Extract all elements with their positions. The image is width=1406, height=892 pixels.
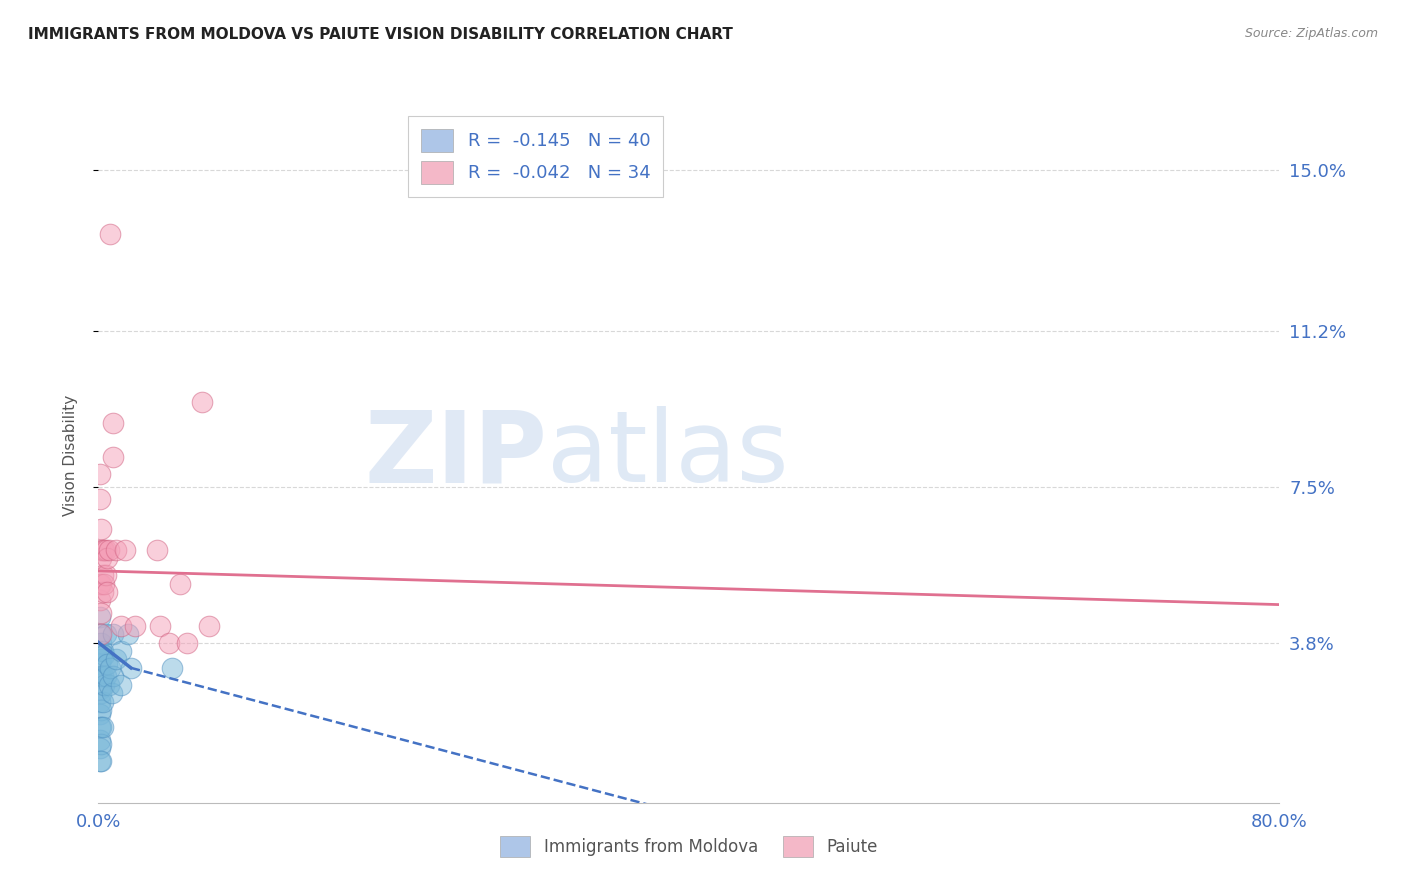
Point bbox=[89, 657, 111, 671]
Point bbox=[89, 741, 111, 756]
Point bbox=[89, 627, 111, 641]
Point bbox=[96, 551, 118, 566]
Point bbox=[100, 686, 122, 700]
Point bbox=[103, 627, 125, 641]
Point bbox=[89, 644, 111, 658]
Point bbox=[91, 695, 114, 709]
Point bbox=[90, 703, 112, 717]
Point bbox=[89, 610, 111, 624]
Point bbox=[89, 754, 111, 768]
Point bbox=[91, 720, 114, 734]
Point bbox=[94, 542, 117, 557]
Point bbox=[198, 618, 221, 632]
Point bbox=[89, 542, 111, 557]
Point bbox=[96, 585, 118, 599]
Point bbox=[89, 707, 111, 722]
Point bbox=[93, 542, 115, 557]
Point bbox=[90, 635, 112, 649]
Point bbox=[162, 661, 183, 675]
Point bbox=[89, 681, 111, 696]
Point bbox=[89, 467, 111, 481]
Point bbox=[191, 395, 214, 409]
Text: atlas: atlas bbox=[547, 407, 789, 503]
Point bbox=[98, 227, 121, 241]
Point bbox=[89, 720, 111, 734]
Point bbox=[124, 618, 146, 632]
Point bbox=[176, 635, 198, 649]
Point bbox=[90, 576, 112, 591]
Point bbox=[91, 568, 114, 582]
Point bbox=[169, 576, 191, 591]
Point bbox=[90, 669, 112, 683]
Text: IMMIGRANTS FROM MOLDOVA VS PAIUTE VISION DISABILITY CORRELATION CHART: IMMIGRANTS FROM MOLDOVA VS PAIUTE VISION… bbox=[28, 27, 733, 42]
Point bbox=[117, 627, 139, 641]
Point bbox=[90, 627, 112, 641]
Point bbox=[90, 686, 112, 700]
Point bbox=[94, 568, 117, 582]
Point bbox=[90, 720, 112, 734]
Text: Source: ZipAtlas.com: Source: ZipAtlas.com bbox=[1244, 27, 1378, 40]
Text: ZIP: ZIP bbox=[364, 407, 547, 503]
Point bbox=[89, 669, 111, 683]
Point bbox=[103, 669, 125, 683]
Point bbox=[91, 542, 114, 557]
Point bbox=[103, 450, 125, 464]
Point bbox=[97, 542, 120, 557]
Point bbox=[89, 732, 111, 747]
Point bbox=[94, 627, 117, 641]
Legend: Immigrants from Moldova, Paiute: Immigrants from Moldova, Paiute bbox=[494, 830, 884, 864]
Point bbox=[90, 754, 112, 768]
Point bbox=[110, 678, 132, 692]
Point bbox=[97, 678, 120, 692]
Point bbox=[93, 678, 115, 692]
Y-axis label: Vision Disability: Vision Disability bbox=[63, 394, 77, 516]
Point bbox=[149, 618, 172, 632]
Point bbox=[89, 576, 111, 591]
Point bbox=[105, 652, 128, 666]
Point bbox=[91, 644, 114, 658]
Point bbox=[91, 669, 114, 683]
Point bbox=[110, 618, 132, 632]
Point bbox=[120, 661, 142, 675]
Point bbox=[105, 542, 128, 557]
Point bbox=[89, 492, 111, 507]
Point bbox=[94, 669, 117, 683]
Point bbox=[93, 648, 115, 663]
Point bbox=[114, 542, 136, 557]
Point bbox=[98, 661, 121, 675]
Point bbox=[89, 695, 111, 709]
Point bbox=[103, 417, 125, 431]
Point bbox=[91, 585, 114, 599]
Point bbox=[146, 542, 169, 557]
Point bbox=[110, 644, 132, 658]
Point bbox=[90, 551, 112, 566]
Point bbox=[90, 522, 112, 536]
Point bbox=[90, 606, 112, 620]
Point bbox=[157, 635, 180, 649]
Point bbox=[93, 576, 115, 591]
Point bbox=[90, 737, 112, 751]
Point bbox=[90, 652, 112, 666]
Point bbox=[96, 657, 118, 671]
Point bbox=[89, 593, 111, 607]
